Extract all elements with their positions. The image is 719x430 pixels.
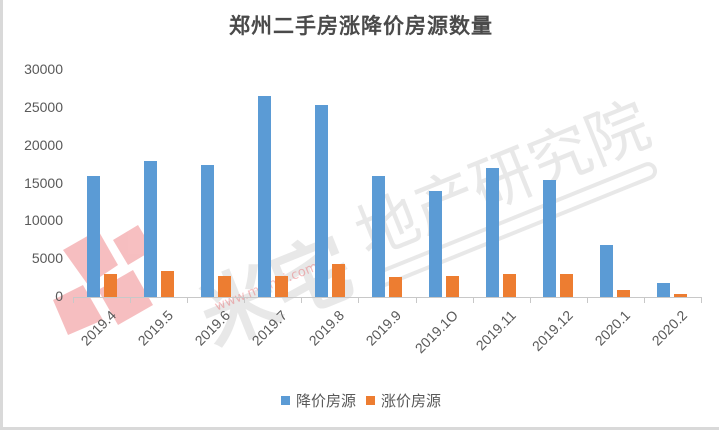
x-axis-line bbox=[73, 297, 701, 298]
bar-price-rise[interactable] bbox=[674, 293, 688, 297]
bar-price-rise[interactable] bbox=[217, 275, 231, 297]
legend-label: 涨价房源 bbox=[381, 392, 442, 410]
legend-item-price-rise[interactable]: 涨价房源 bbox=[366, 390, 441, 411]
bar-price-rise[interactable] bbox=[503, 274, 517, 297]
x-axis-tick bbox=[130, 297, 132, 303]
bar-price-rise[interactable] bbox=[389, 276, 402, 297]
bar-price-rise[interactable] bbox=[160, 270, 174, 297]
x-axis-tick bbox=[73, 297, 74, 303]
x-tick-label: 2020.1 bbox=[591, 307, 633, 349]
x-tick-label: 2019.4 bbox=[77, 307, 119, 349]
legend: 降价房源 涨价房源 bbox=[3, 390, 719, 411]
x-tick-label: 2019.11 bbox=[472, 307, 519, 354]
x-tick-label: 2019.7 bbox=[248, 307, 291, 349]
x-axis-tick bbox=[358, 297, 360, 303]
x-axis-tick bbox=[529, 297, 531, 303]
y-tick-label: 25000 bbox=[24, 98, 63, 115]
y-tick-label: 10000 bbox=[24, 212, 63, 229]
bar-price-drop[interactable] bbox=[86, 175, 100, 297]
bar-price-rise[interactable] bbox=[617, 290, 631, 297]
x-axis-tick bbox=[701, 297, 702, 303]
y-tick-label: 5000 bbox=[31, 250, 63, 267]
x-tick-label: 2019.9 bbox=[362, 307, 405, 349]
x-tick-label: 2019.5 bbox=[134, 307, 176, 349]
y-tick-label: 0 bbox=[55, 288, 63, 304]
x-axis-tick bbox=[301, 297, 303, 303]
bar-price-drop[interactable] bbox=[257, 96, 271, 297]
bar-price-drop[interactable] bbox=[372, 175, 385, 297]
x-axis-tick bbox=[586, 297, 588, 303]
bar-price-drop[interactable] bbox=[486, 168, 500, 297]
x-tick-label: 2019.6 bbox=[191, 307, 234, 349]
bar-price-rise[interactable] bbox=[446, 275, 460, 297]
bar-price-drop[interactable] bbox=[314, 104, 328, 297]
x-axis-tick bbox=[415, 297, 417, 303]
bar-price-rise[interactable] bbox=[560, 274, 574, 297]
bar-price-rise[interactable] bbox=[331, 263, 345, 297]
legend-swatch-orange-icon bbox=[366, 396, 375, 405]
legend-label: 降价房源 bbox=[295, 392, 356, 410]
bar-price-drop[interactable] bbox=[200, 164, 214, 297]
bar-price-drop[interactable] bbox=[657, 282, 671, 297]
x-tick-label: 2020.2 bbox=[648, 307, 690, 349]
legend-swatch-blue-icon bbox=[280, 396, 290, 405]
legend-item-price-drop[interactable]: 降价房源 bbox=[280, 390, 356, 411]
x-axis-tick bbox=[244, 297, 246, 303]
y-tick-label: 20000 bbox=[24, 136, 63, 153]
y-tick-label: 30000 bbox=[24, 61, 63, 77]
bar-price-rise[interactable] bbox=[274, 275, 288, 297]
x-axis-tick bbox=[472, 297, 474, 303]
x-tick-label: 2019.1O bbox=[412, 307, 462, 357]
bar-price-drop[interactable] bbox=[429, 191, 443, 297]
bar-price-rise[interactable] bbox=[103, 274, 117, 297]
plot-area: 0 5000 10000 15000 20000 25000 30000 2019.4 2019… bbox=[3, 0, 719, 430]
bar-price-drop[interactable] bbox=[600, 244, 614, 297]
x-axis-tick bbox=[643, 297, 645, 303]
bar-price-drop[interactable] bbox=[543, 179, 557, 297]
x-tick-label: 2019.8 bbox=[305, 307, 348, 349]
x-tick-label: 2019.12 bbox=[528, 307, 576, 355]
y-tick-label: 15000 bbox=[24, 174, 63, 191]
chart-title: 郑州二手房涨降价房源数量 bbox=[229, 13, 493, 38]
x-axis-tick bbox=[187, 297, 189, 303]
bar-price-drop[interactable] bbox=[143, 160, 157, 297]
